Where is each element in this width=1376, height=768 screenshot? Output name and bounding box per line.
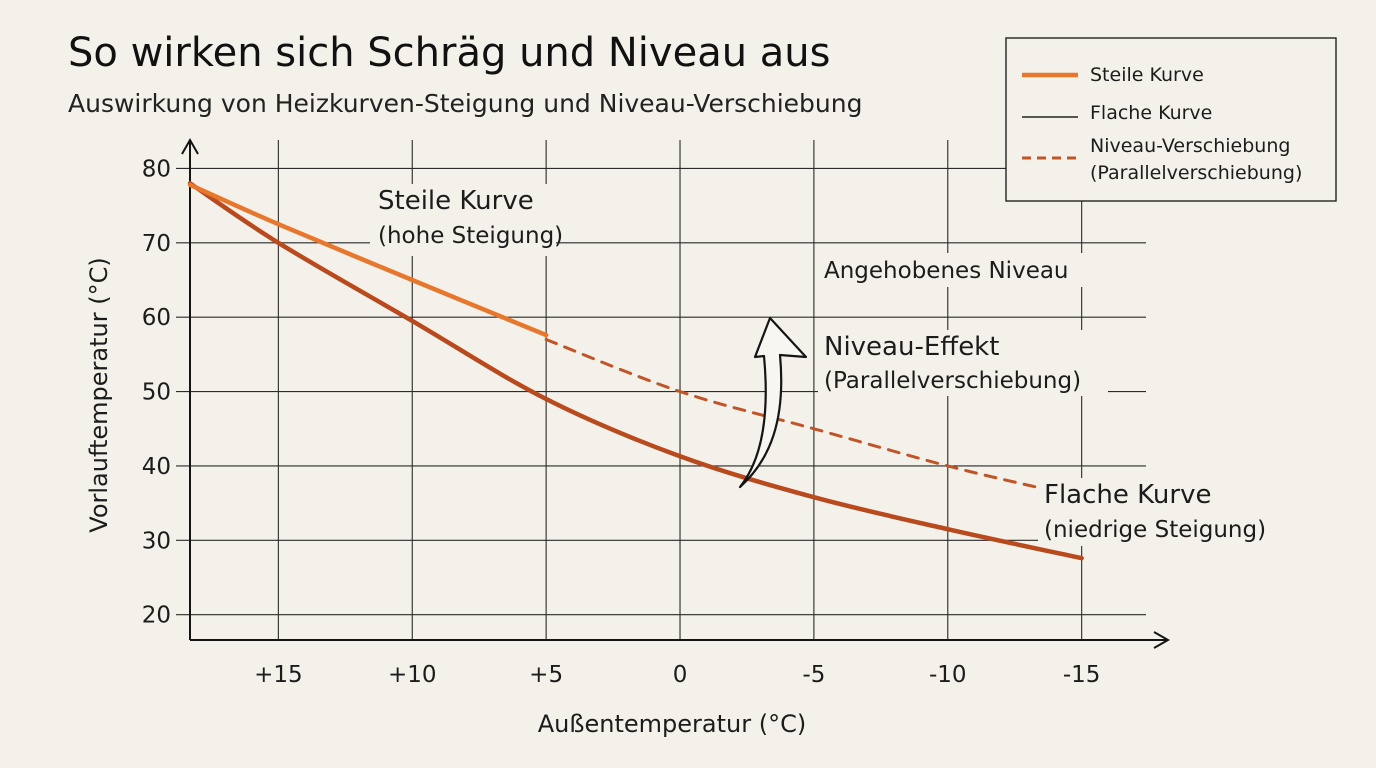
legend: Steile Kurve Flache Kurve Niveau-Verschi… — [1005, 37, 1337, 202]
annotation-flat-head: Flache Kurve — [1044, 480, 1211, 510]
axes — [181, 137, 1171, 649]
x-tick-label: +10 — [388, 662, 437, 688]
chart-subtitle: Auswirkung von Heizkurven-Steigung und N… — [68, 89, 862, 118]
x-tick-label: -15 — [1063, 662, 1101, 688]
y-tick-label: 70 — [142, 231, 171, 257]
annotation-backdrop — [818, 253, 1092, 287]
legend-label-steep: Steile Kurve — [1090, 64, 1204, 86]
annotation-raised-level: Angehobenes Niveau — [824, 258, 1069, 284]
annotation-effect-sub: (Parallelverschiebung) — [824, 368, 1081, 394]
series — [187, 181, 1084, 561]
y-tick-label: 20 — [142, 603, 171, 629]
series-line-flat — [187, 181, 1084, 561]
annotation-backdrop — [1038, 478, 1290, 546]
x-tick-label: -10 — [929, 662, 967, 688]
y-tick-label: 80 — [142, 156, 171, 182]
legend-label-flat: Flache Kurve — [1090, 102, 1212, 124]
legend-box — [1005, 37, 1337, 202]
chart-title: So wirken sich Schräg und Niveau aus — [68, 30, 830, 76]
annotations: Steile Kurve (hohe Steigung) Angehobenes… — [370, 184, 1290, 546]
annotation-flat-sub: (niedrige Steigung) — [1044, 517, 1266, 543]
x-axis-arrow-icon — [1153, 631, 1171, 649]
y-axis-label: Vorlauftemperatur (°C) — [85, 257, 113, 532]
y-tick-label: 60 — [142, 305, 171, 331]
x-tick-label: 0 — [673, 662, 688, 688]
legend-label-shift-sub: (Parallelverschiebung) — [1090, 162, 1302, 184]
annotation-backdrop — [370, 184, 556, 256]
series-line-steep — [187, 182, 549, 338]
curved-up-arrow-icon — [738, 316, 808, 489]
x-axis-label: Außentemperatur (°C) — [538, 710, 806, 738]
y-tick-label: 40 — [142, 454, 171, 480]
annotation-effect-head: Niveau-Effekt — [824, 332, 999, 362]
series-line-level-shift — [544, 338, 1043, 490]
tick-labels: 20 30 40 50 60 70 80 +15 +10 +5 0 -5 -10 -15 — [142, 156, 1101, 688]
x-tick-label: -5 — [802, 662, 825, 688]
y-tick-label: 30 — [142, 528, 171, 554]
annotation-backdrop — [818, 330, 1108, 396]
y-axis-arrow-icon — [181, 137, 199, 155]
x-tick-label: +15 — [254, 662, 303, 688]
x-tick-label: +5 — [529, 662, 563, 688]
annotation-steep-sub: (hohe Steigung) — [378, 223, 563, 249]
annotation-steep-head: Steile Kurve — [378, 186, 534, 216]
legend-label-shift: Niveau-Verschiebung — [1090, 135, 1290, 157]
y-tick-label: 50 — [142, 380, 171, 406]
